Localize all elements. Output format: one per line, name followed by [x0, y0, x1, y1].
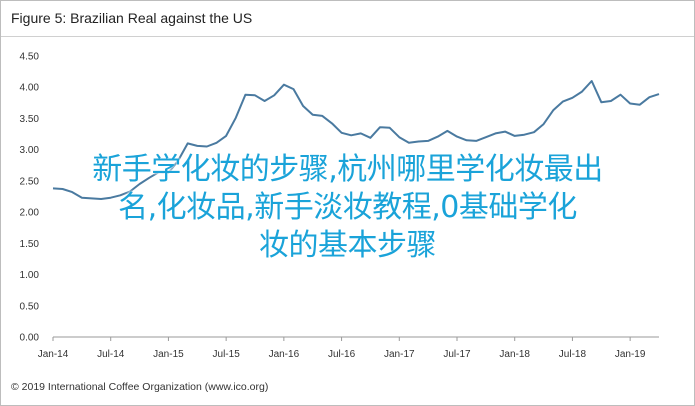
x-tick-label: Jul-17: [443, 349, 471, 360]
y-tick-label: 2.00: [20, 208, 40, 219]
y-tick-label: 0.00: [20, 333, 40, 344]
figure-title: Figure 5: Brazilian Real against the US: [11, 10, 253, 26]
copyright-footer: © 2019 International Coffee Organization…: [11, 381, 269, 393]
y-tick-label: 1.50: [20, 239, 40, 250]
y-tick-label: 3.00: [20, 145, 40, 156]
x-tick-label: Jan-14: [38, 349, 69, 360]
title-divider: [1, 36, 694, 37]
overlay-line-3: 妆的基本步骤: [259, 228, 437, 263]
y-tick-label: 3.50: [20, 114, 40, 125]
y-tick-label: 4.50: [20, 52, 40, 63]
y-tick-label: 0.50: [20, 301, 40, 312]
x-tick-label: Jan-16: [269, 349, 300, 360]
overlay-caption: 新手学化妆的步骤,杭州哪里学化妆最出 名,化妆品,新手淡妆教程,0基础学化 妆的…: [1, 151, 694, 265]
x-axis: Jan-14 Jul-14 Jan-15 Jul-15 Jan-16 Jul-16 Jan-…: [38, 337, 646, 360]
x-tick-label: Jul-16: [328, 349, 356, 360]
x-tick-label: Jul-14: [97, 349, 125, 360]
overlay-line-2: 名,化妆品,新手淡妆教程,0基础学化: [118, 190, 577, 225]
x-tick-label: Jul-18: [559, 349, 587, 360]
x-tick-label: Jul-15: [213, 349, 241, 360]
x-tick-label: Jan-15: [153, 349, 184, 360]
x-tick-label: Jan-19: [615, 349, 646, 360]
series-line: [52, 80, 660, 200]
y-tick-label: 1.00: [20, 270, 40, 281]
y-tick-label: 4.00: [20, 83, 40, 94]
y-axis: 4.50 4.00 3.50 3.00 2.50 2.00 1.50 1.00 0.50 0.00: [20, 52, 40, 344]
y-tick-label: 2.50: [20, 176, 40, 187]
overlay-line-1: 新手学化妆的步骤,杭州哪里学化妆最出: [92, 152, 603, 187]
x-tick-label: Jan-18: [499, 349, 530, 360]
x-tick-label: Jan-17: [384, 349, 415, 360]
series-group: [52, 80, 660, 200]
